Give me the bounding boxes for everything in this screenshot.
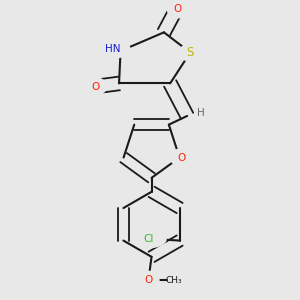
Text: HN: HN: [105, 44, 121, 54]
Text: O: O: [174, 4, 182, 14]
Ellipse shape: [131, 230, 166, 248]
Text: H: H: [197, 108, 205, 118]
Ellipse shape: [167, 1, 188, 18]
Text: S: S: [187, 46, 194, 59]
Ellipse shape: [170, 149, 192, 166]
Ellipse shape: [180, 44, 201, 61]
Ellipse shape: [95, 41, 130, 58]
Ellipse shape: [138, 272, 159, 289]
Text: Cl: Cl: [144, 234, 154, 244]
Text: O: O: [177, 152, 185, 163]
Ellipse shape: [85, 78, 106, 95]
Text: O: O: [144, 275, 153, 285]
Text: O: O: [92, 82, 100, 92]
Text: CH₃: CH₃: [166, 275, 182, 284]
